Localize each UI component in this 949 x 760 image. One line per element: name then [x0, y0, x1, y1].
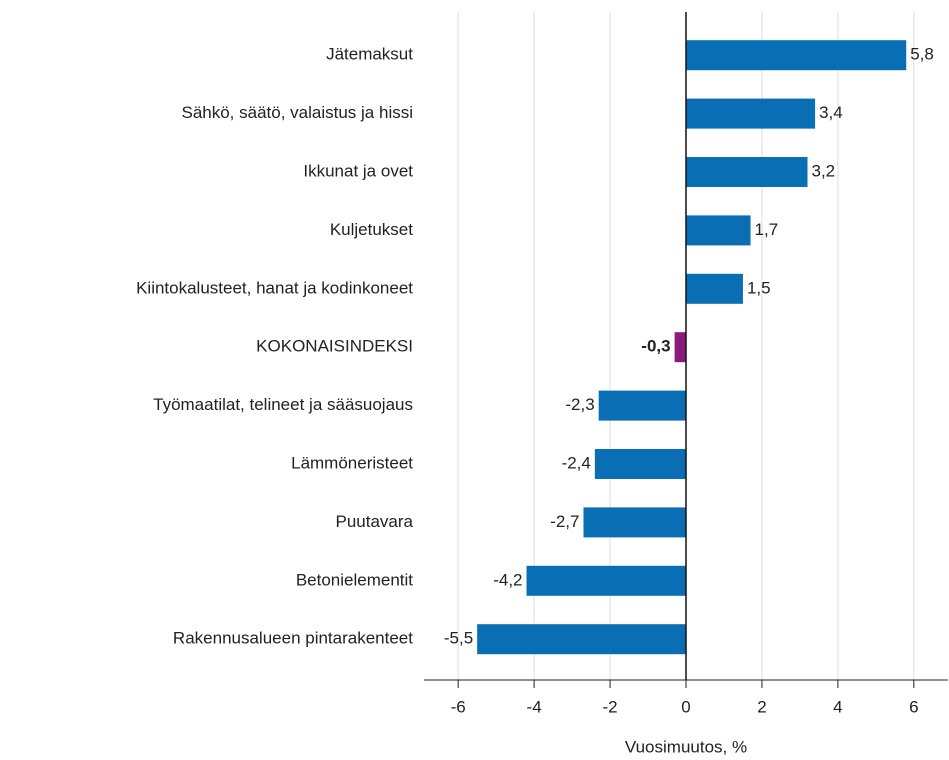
- x-tick-label: 4: [833, 697, 842, 716]
- bar: [686, 40, 907, 71]
- data-label: -5,5: [444, 629, 473, 648]
- y-tick-label: Kuljetukset: [330, 220, 413, 239]
- bar: [477, 624, 686, 655]
- data-label: -2,7: [550, 512, 579, 531]
- x-tick-label: -2: [602, 697, 617, 716]
- y-tick-label: Ikkunat ja ovet: [303, 161, 413, 180]
- data-label: 1,5: [747, 278, 771, 297]
- x-tick-label: -6: [451, 697, 466, 716]
- data-label: 3,2: [812, 161, 836, 180]
- bar: [686, 273, 743, 304]
- y-tick-label: Sähkö, säätö, valaistus ja hissi: [181, 103, 413, 122]
- y-tick-label: Rakennusalueen pintarakenteet: [173, 629, 413, 648]
- bar: [594, 449, 686, 479]
- data-label: 5,8: [910, 45, 934, 64]
- x-tick-label: 2: [757, 697, 766, 716]
- y-tick-label: Lämmöneristeet: [291, 453, 413, 472]
- y-tick-label: KOKONAISINDEKSI: [256, 337, 413, 356]
- bar: [686, 215, 751, 246]
- data-label: -0,3: [641, 337, 670, 356]
- x-axis-title: Vuosimuutos, %: [625, 737, 747, 756]
- x-tick-label: 0: [681, 697, 690, 716]
- data-label: -2,4: [562, 453, 591, 472]
- bar: [674, 332, 686, 363]
- bar: [583, 507, 686, 538]
- data-label: 1,7: [755, 220, 779, 239]
- bar: [598, 390, 686, 421]
- bar: [686, 157, 808, 187]
- y-tick-label: Puutavara: [336, 512, 414, 531]
- bar: [526, 565, 686, 596]
- data-label: -2,3: [565, 395, 594, 414]
- bar: [686, 98, 816, 129]
- x-tick-label: 6: [909, 697, 918, 716]
- y-tick-label: Betonielementit: [296, 570, 413, 589]
- y-tick-label: Kiintokalusteet, hanat ja kodinkoneet: [136, 278, 413, 297]
- data-label: -4,2: [493, 570, 522, 589]
- y-tick-label: Jätemaksut: [326, 45, 413, 64]
- data-label: 3,4: [819, 103, 843, 122]
- y-tick-label: Työmaatilat, telineet ja sääsuojaus: [153, 395, 413, 414]
- x-tick-label: -4: [527, 697, 542, 716]
